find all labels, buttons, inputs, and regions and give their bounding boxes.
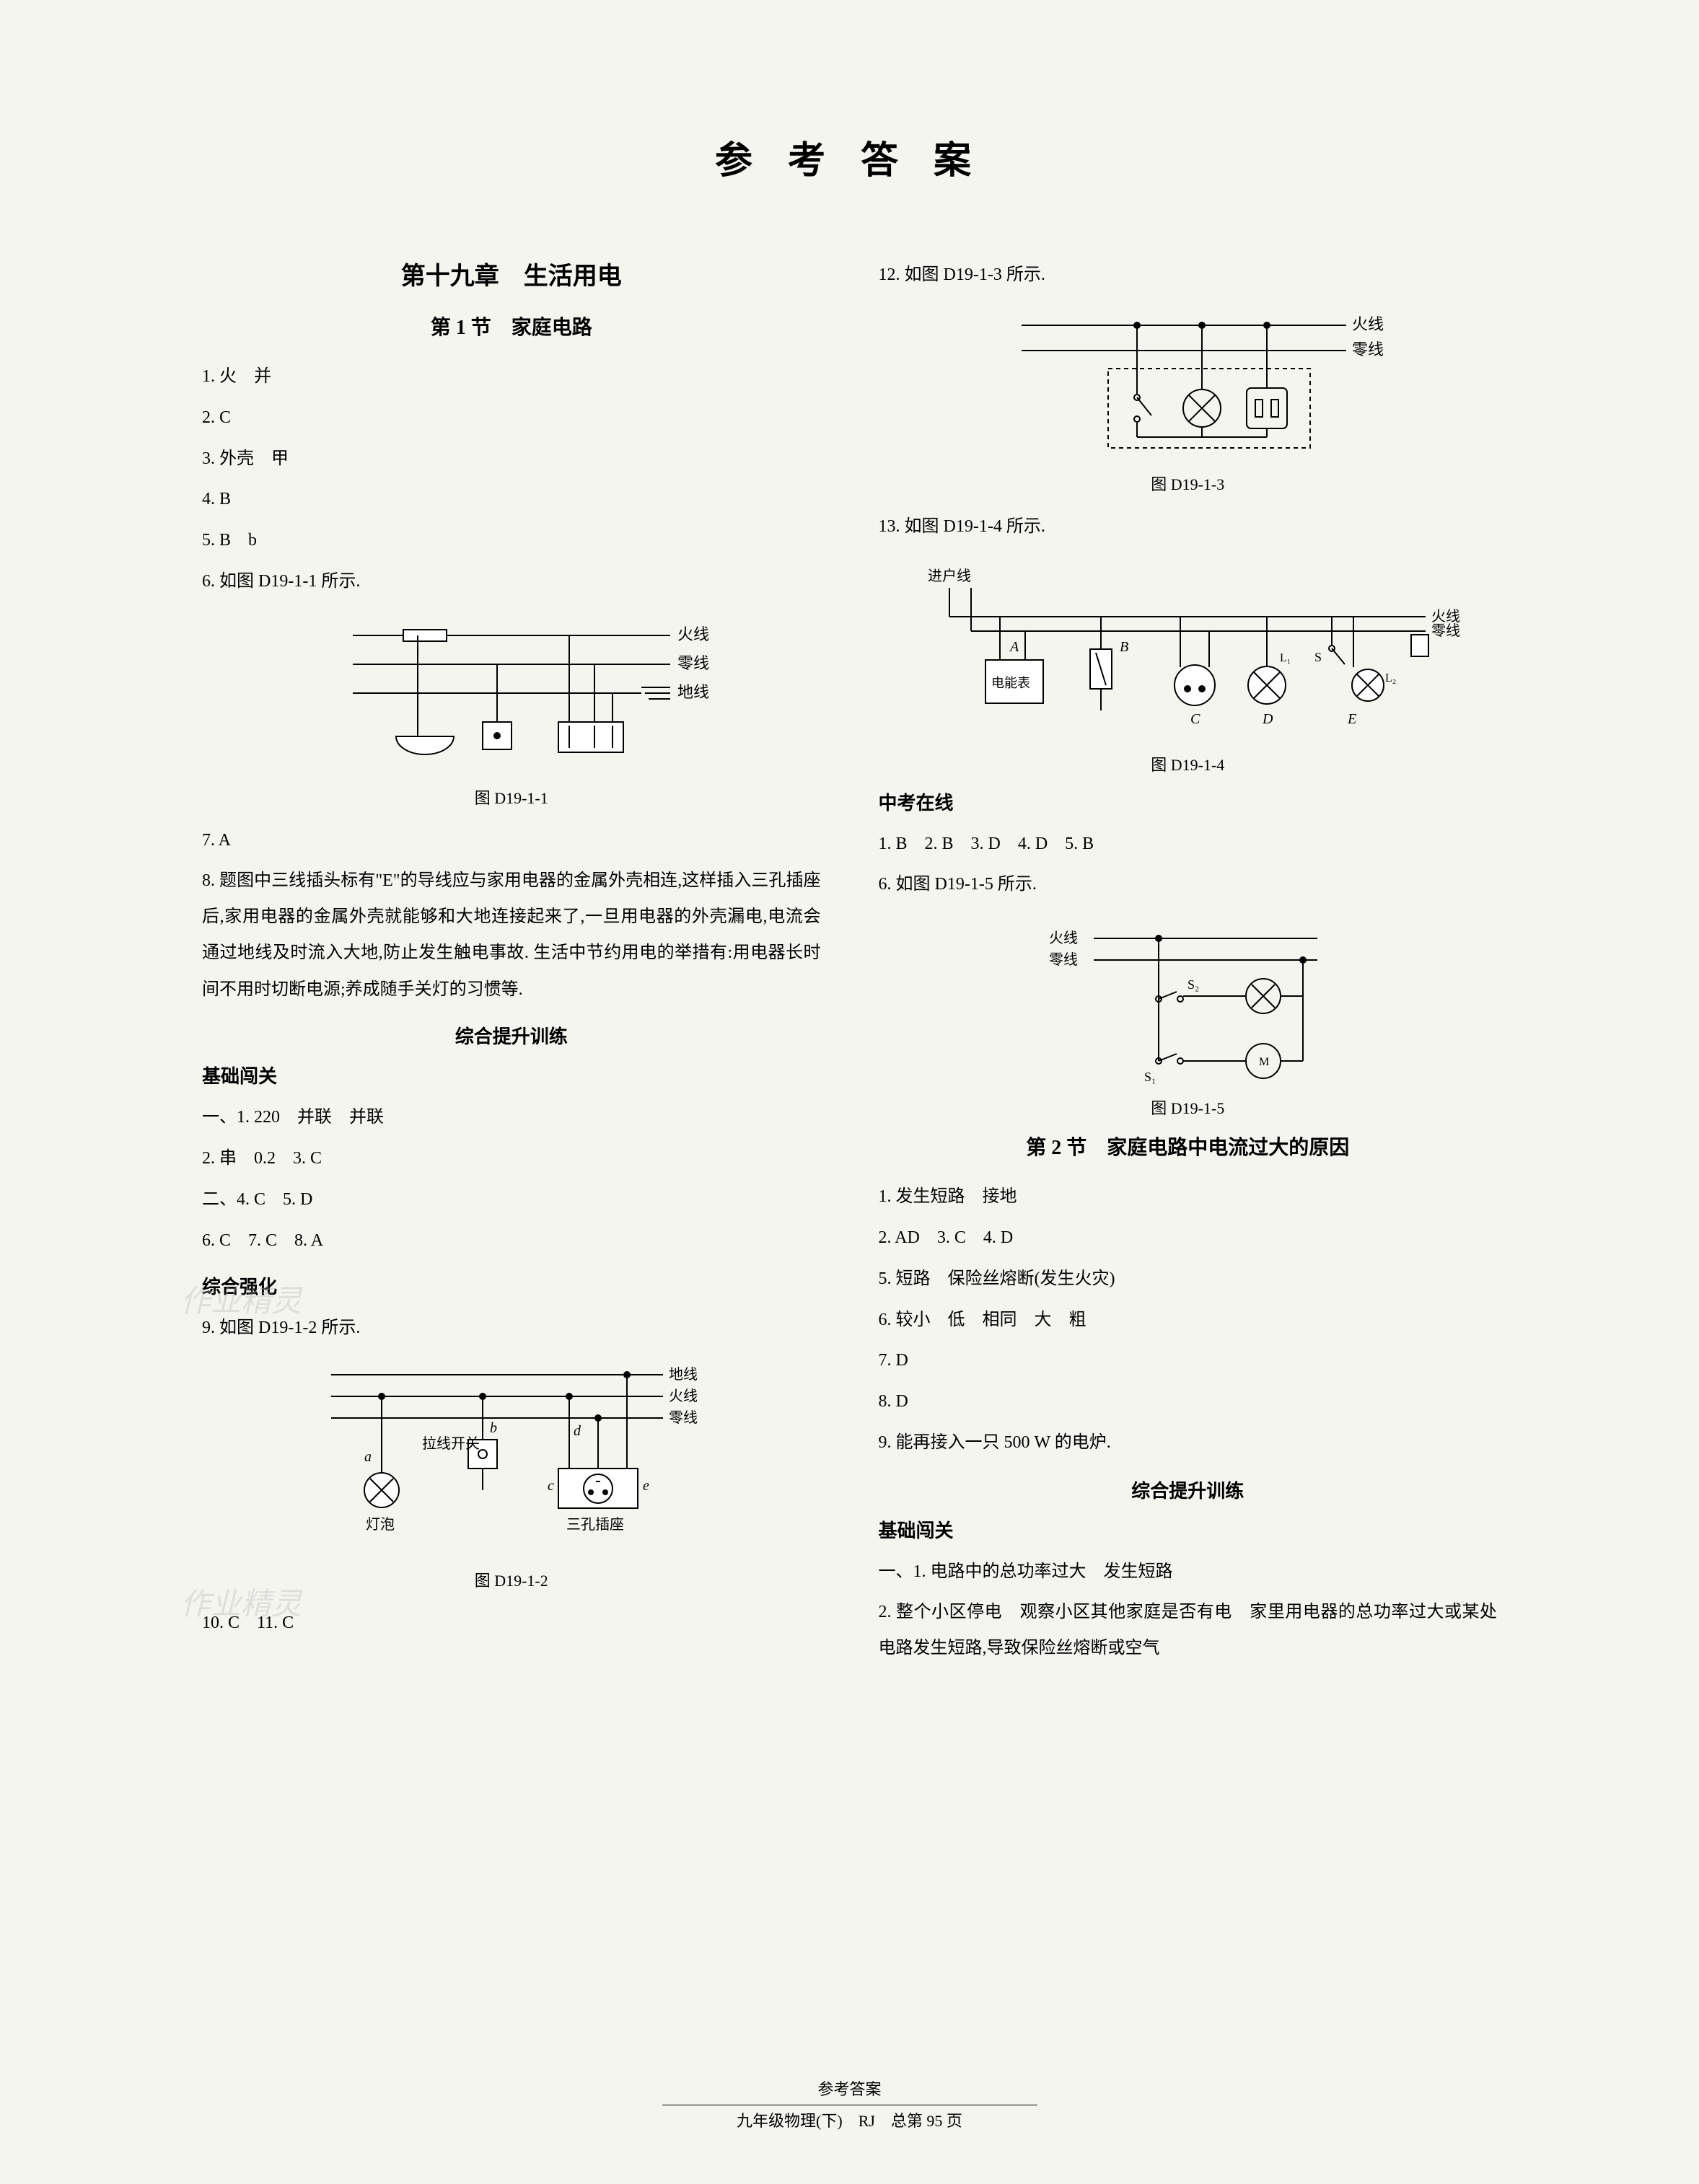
basic-heading: 基础闯关 bbox=[202, 1062, 821, 1088]
page-title: 参 考 答 案 bbox=[202, 130, 1497, 184]
label-S1: S₁ bbox=[1144, 1070, 1156, 1084]
answer-item: 6. C 7. C 8. A bbox=[202, 1222, 821, 1260]
label-switch: 拉线开关 bbox=[422, 1435, 480, 1452]
label-ground: 地线 bbox=[677, 683, 709, 701]
answer-item: 9. 如图 D19-1-2 所示. bbox=[202, 1309, 821, 1347]
label-C: C bbox=[1190, 711, 1200, 727]
figure-caption: 图 D19-1-1 bbox=[202, 785, 821, 809]
label-neutral: 零线 bbox=[1352, 340, 1384, 358]
label-neutral: 零线 bbox=[1049, 951, 1078, 968]
footer-text-1: 参考答案 bbox=[662, 2077, 1037, 2102]
answer-item: 一、1. 220 并联 并联 bbox=[202, 1098, 821, 1137]
answer-item: 7. A bbox=[202, 822, 821, 860]
answer-item: 6. 较小 低 相同 大 粗 bbox=[879, 1301, 1498, 1339]
label-neutral: 零线 bbox=[677, 654, 709, 672]
answer-item: 7. D bbox=[879, 1342, 1498, 1380]
answer-item: 4. B bbox=[202, 480, 821, 519]
label-live: 火线 bbox=[1352, 315, 1384, 333]
answer-long-text: 8. 题图中三线插头标有"E"的导线应与家用电器的金属外壳相连,这样插入三孔插座… bbox=[202, 863, 821, 1008]
label-L2: L₂ bbox=[1385, 672, 1396, 684]
answer-item: 8. D bbox=[879, 1383, 1498, 1421]
circuit-diagram-icon: 火线 零线 bbox=[985, 307, 1390, 466]
circuit-diagram-icon: 地线 火线 零线 a b c d e 拉线开关 灯泡 三孔插座 bbox=[302, 1360, 721, 1562]
label-meter: 电能表 bbox=[991, 676, 1030, 690]
figure-caption: 图 D19-1-3 bbox=[879, 472, 1498, 495]
exam-heading: 中考在线 bbox=[879, 788, 1498, 815]
answer-item: 1. 火 并 bbox=[202, 358, 821, 396]
answer-item: 2. C bbox=[202, 399, 821, 437]
answer-item: 9. 能再接入一只 500 W 的电炉. bbox=[879, 1424, 1498, 1462]
answer-item: 6. 如图 D19-1-1 所示. bbox=[202, 563, 821, 601]
footer-text-2: 九年级物理(下) RJ 总第 95 页 bbox=[662, 2108, 1037, 2134]
chapter-title: 第十九章 生活用电 bbox=[202, 256, 821, 291]
comprehensive-heading: 综合提升训练 bbox=[202, 1022, 821, 1049]
label-D: D bbox=[1262, 711, 1273, 727]
figure-d19-1-2: 地线 火线 零线 a b c d e 拉线开关 灯泡 三孔插座 图 D19-1-… bbox=[202, 1360, 821, 1591]
label-live: 火线 bbox=[677, 625, 709, 643]
answer-long-text: 2. 整个小区停电 观察小区其他家庭是否有电 家里用电器的总功率过大或某处电路发… bbox=[879, 1594, 1498, 1667]
label-neutral: 零线 bbox=[669, 1409, 698, 1426]
label-A: A bbox=[1009, 639, 1019, 655]
label-socket: 三孔插座 bbox=[566, 1516, 624, 1533]
figure-d19-1-1: 火线 零线 地线 图 D19-1-1 bbox=[202, 614, 821, 809]
label-B: B bbox=[1120, 639, 1128, 655]
answer-item: 12. 如图 D19-1-3 所示. bbox=[879, 256, 1498, 294]
answer-item: 1. B 2. B 3. D 4. D 5. B bbox=[879, 825, 1498, 863]
figure-caption: 图 D19-1-2 bbox=[202, 1568, 821, 1591]
answer-item: 2. AD 3. C 4. D bbox=[879, 1219, 1498, 1257]
left-column: 第十九章 生活用电 第 1 节 家庭电路 1. 火 并 2. C 3. 外壳 甲… bbox=[202, 256, 821, 1672]
label-d: d bbox=[574, 1423, 581, 1439]
figure-d19-1-3: 火线 零线 图 D19-1-3 bbox=[879, 307, 1498, 495]
section2-title: 第 2 节 家庭电路中电流过大的原因 bbox=[879, 1132, 1498, 1161]
enhance-heading: 综合强化 bbox=[202, 1272, 821, 1299]
label-live: 火线 bbox=[669, 1388, 698, 1404]
circuit-diagram-icon: 火线 零线 地线 bbox=[309, 614, 714, 780]
label-bulb: 灯泡 bbox=[366, 1516, 395, 1533]
basic-heading: 基础闯关 bbox=[879, 1516, 1498, 1543]
label-S2: S₂ bbox=[1187, 977, 1199, 992]
label-a: a bbox=[364, 1449, 372, 1465]
answer-item: 2. 串 0.2 3. C bbox=[202, 1140, 821, 1178]
label-E: E bbox=[1347, 711, 1356, 727]
answer-item: 13. 如图 D19-1-4 所示. bbox=[879, 508, 1498, 546]
circuit-diagram-icon: M 火线 零线 S₂ S₁ bbox=[1014, 917, 1361, 1090]
section1-title: 第 1 节 家庭电路 bbox=[202, 312, 821, 340]
figure-caption: 图 D19-1-5 bbox=[879, 1096, 1498, 1119]
answer-item: 6. 如图 D19-1-5 所示. bbox=[879, 866, 1498, 904]
answer-item: 3. 外壳 甲 bbox=[202, 440, 821, 478]
label-e: e bbox=[643, 1478, 649, 1494]
label-ground: 地线 bbox=[669, 1366, 698, 1383]
comprehensive-heading: 综合提升训练 bbox=[879, 1476, 1498, 1503]
circuit-diagram-icon: 进户线 火线 零线 A 电能表 B C D E S L₁ L₂ bbox=[906, 559, 1469, 747]
right-column: 12. 如图 D19-1-3 所示. bbox=[879, 256, 1498, 1672]
page-footer: 参考答案 九年级物理(下) RJ 总第 95 页 bbox=[662, 2077, 1037, 2134]
answer-item: 10. C 11. C bbox=[202, 1604, 821, 1642]
label-live: 火线 bbox=[1049, 930, 1078, 946]
two-column-layout: 第十九章 生活用电 第 1 节 家庭电路 1. 火 并 2. C 3. 外壳 甲… bbox=[202, 256, 1497, 1672]
label-L1: L₁ bbox=[1280, 652, 1291, 664]
figure-d19-1-4: 进户线 火线 零线 A 电能表 B C D E S L₁ L₂ 图 D19-1-… bbox=[879, 559, 1498, 775]
label-b: b bbox=[490, 1420, 497, 1436]
label-neutral: 零线 bbox=[1431, 622, 1460, 639]
label-S: S bbox=[1314, 650, 1322, 664]
label-c: c bbox=[548, 1478, 554, 1494]
answer-item: 5. 短路 保险丝熔断(发生火灾) bbox=[879, 1260, 1498, 1298]
label-live: 火线 bbox=[1431, 608, 1460, 625]
answer-item: 5. B b bbox=[202, 521, 821, 560]
answer-item: 一、1. 电路中的总功率过大 发生短路 bbox=[879, 1553, 1498, 1591]
figure-caption: 图 D19-1-4 bbox=[879, 752, 1498, 775]
figure-d19-1-5: M 火线 零线 S₂ S₁ 图 D19-1-5 bbox=[879, 917, 1498, 1119]
motor-m-icon: M bbox=[1259, 1056, 1269, 1068]
label-incoming: 进户线 bbox=[928, 568, 971, 584]
answer-item: 1. 发生短路 接地 bbox=[879, 1178, 1498, 1216]
answer-item: 二、4. C 5. D bbox=[202, 1181, 821, 1219]
